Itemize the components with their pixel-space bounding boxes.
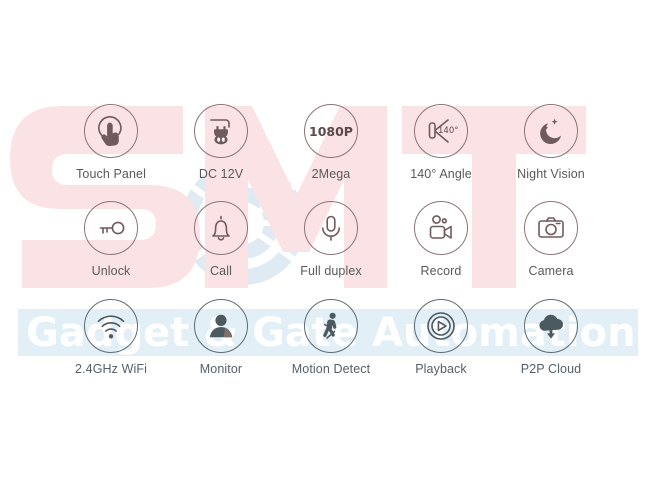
feature-label: Playback — [415, 362, 467, 376]
feature-label: P2P Cloud — [520, 362, 582, 376]
feature-label: Monitor — [199, 362, 243, 376]
feature-item-call[interactable]: Call — [168, 201, 274, 278]
feature-row-3: 2.4GHz WiFi Monitor — [58, 299, 604, 376]
feature-item-motion-detect[interactable]: Motion Detect — [278, 299, 384, 376]
feature-label: 2Mega — [311, 167, 351, 181]
feature-item-camera[interactable]: Camera — [498, 201, 604, 278]
feature-label: 2.4GHz WiFi — [75, 362, 147, 376]
feature-row-1: Touch Panel DC 12V 1080P — [58, 104, 604, 181]
angle-badge-text: 140° — [438, 126, 458, 136]
feature-item-night-vision[interactable]: Night Vision — [498, 104, 604, 181]
feature-label: Camera — [528, 264, 574, 278]
play-circle-playback-icon — [414, 299, 468, 353]
viewing-angle-icon: 140° — [414, 104, 468, 158]
feature-label: Record — [420, 264, 462, 278]
microphone-icon — [304, 201, 358, 255]
feature-item-touch-panel[interactable]: Touch Panel — [58, 104, 164, 181]
feature-label: Night Vision — [517, 167, 585, 181]
feature-item-140-angle[interactable]: 140° 140° Angle — [388, 104, 494, 181]
moon-stars-night-vision-icon — [524, 104, 578, 158]
feature-item-dc-12v[interactable]: DC 12V — [168, 104, 274, 181]
cloud-download-icon — [524, 299, 578, 353]
resolution-1080p-icon: 1080P — [304, 104, 358, 158]
feature-item-2mega[interactable]: 1080P 2Mega — [278, 104, 384, 181]
feature-item-wifi[interactable]: 2.4GHz WiFi — [58, 299, 164, 376]
resolution-badge-text: 1080P — [309, 124, 353, 139]
feature-item-full-duplex[interactable]: Full duplex — [278, 201, 384, 278]
feature-label: Full duplex — [300, 264, 362, 278]
dc-power-plug-icon — [194, 104, 248, 158]
feature-label: 140° Angle — [410, 167, 472, 181]
wifi-icon — [84, 299, 138, 353]
feature-item-monitor[interactable]: Monitor — [168, 299, 274, 376]
feature-row-2: Unlock Call — [58, 201, 604, 278]
feature-label: DC 12V — [198, 167, 244, 181]
person-monitor-icon — [194, 299, 248, 353]
photo-camera-icon — [524, 201, 578, 255]
video-camera-record-icon — [414, 201, 468, 255]
feature-item-unlock[interactable]: Unlock — [58, 201, 164, 278]
walking-person-motion-icon — [304, 299, 358, 353]
feature-label: Motion Detect — [291, 362, 371, 376]
feature-label: Unlock — [91, 264, 131, 278]
feature-item-p2p-cloud[interactable]: P2P Cloud — [498, 299, 604, 376]
feature-item-record[interactable]: Record — [388, 201, 494, 278]
touch-panel-icon — [84, 104, 138, 158]
key-unlock-icon — [84, 201, 138, 255]
feature-item-playback[interactable]: Playback — [388, 299, 494, 376]
feature-label: Touch Panel — [76, 167, 146, 181]
feature-label: Call — [210, 264, 232, 278]
bell-call-icon — [194, 201, 248, 255]
